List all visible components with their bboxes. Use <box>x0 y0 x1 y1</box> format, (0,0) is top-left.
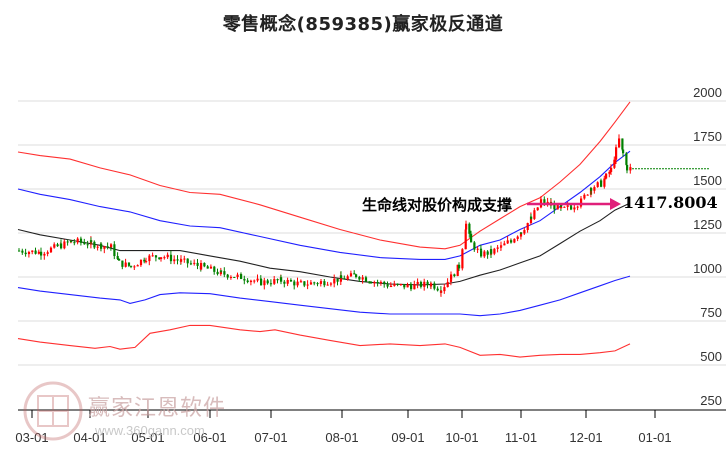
x-tick-label: 01-01 <box>638 430 672 445</box>
watermark-url: www.360gann.com <box>95 423 205 438</box>
x-tick-label: 07-01 <box>254 430 288 445</box>
candlesticks <box>18 134 710 297</box>
life_line <box>17 202 631 286</box>
y-tick-label: 2000 <box>693 85 722 100</box>
y-tick-label: 1000 <box>693 261 722 276</box>
grid-lines <box>18 100 726 366</box>
x-axis <box>18 409 726 418</box>
watermark-logo-icon <box>23 381 83 441</box>
upper_outer_band <box>17 101 631 250</box>
x-tick-label: 11-01 <box>504 430 538 445</box>
y-tick-label: 1500 <box>693 173 722 188</box>
y-tick-label: 250 <box>700 393 722 408</box>
x-tick-label: 09-01 <box>391 430 425 445</box>
annotation-text: 生命线对股价构成支撑 <box>362 196 513 214</box>
annotation-arrow <box>527 198 621 210</box>
y-tick-label: 500 <box>700 349 722 364</box>
y-tick-label: 1750 <box>693 129 722 144</box>
x-tick-label: 10-01 <box>445 430 479 445</box>
upper_inner_band <box>17 150 631 260</box>
x-tick-label: 05-01 <box>131 430 165 445</box>
x-tick-label: 06-01 <box>193 430 227 445</box>
y-tick-label: 1250 <box>693 217 722 232</box>
x-tick-label: 08-01 <box>325 430 359 445</box>
watermark-brand: 赢家江恩软件 <box>88 396 227 421</box>
x-tick-label: 12-01 <box>569 430 603 445</box>
arrow-head-icon <box>610 198 621 210</box>
x-tick-label: 04-01 <box>73 430 107 445</box>
lower_outer_band <box>17 324 631 358</box>
y-tick-label: 750 <box>700 305 722 320</box>
channel-bands <box>17 101 631 358</box>
chart-title: 零售概念(859385)赢家极反通道 <box>222 14 504 35</box>
annotation-value: 1417.8004 <box>623 193 718 212</box>
lower_inner_band <box>17 275 631 317</box>
x-tick-label: 03-01 <box>15 430 49 445</box>
